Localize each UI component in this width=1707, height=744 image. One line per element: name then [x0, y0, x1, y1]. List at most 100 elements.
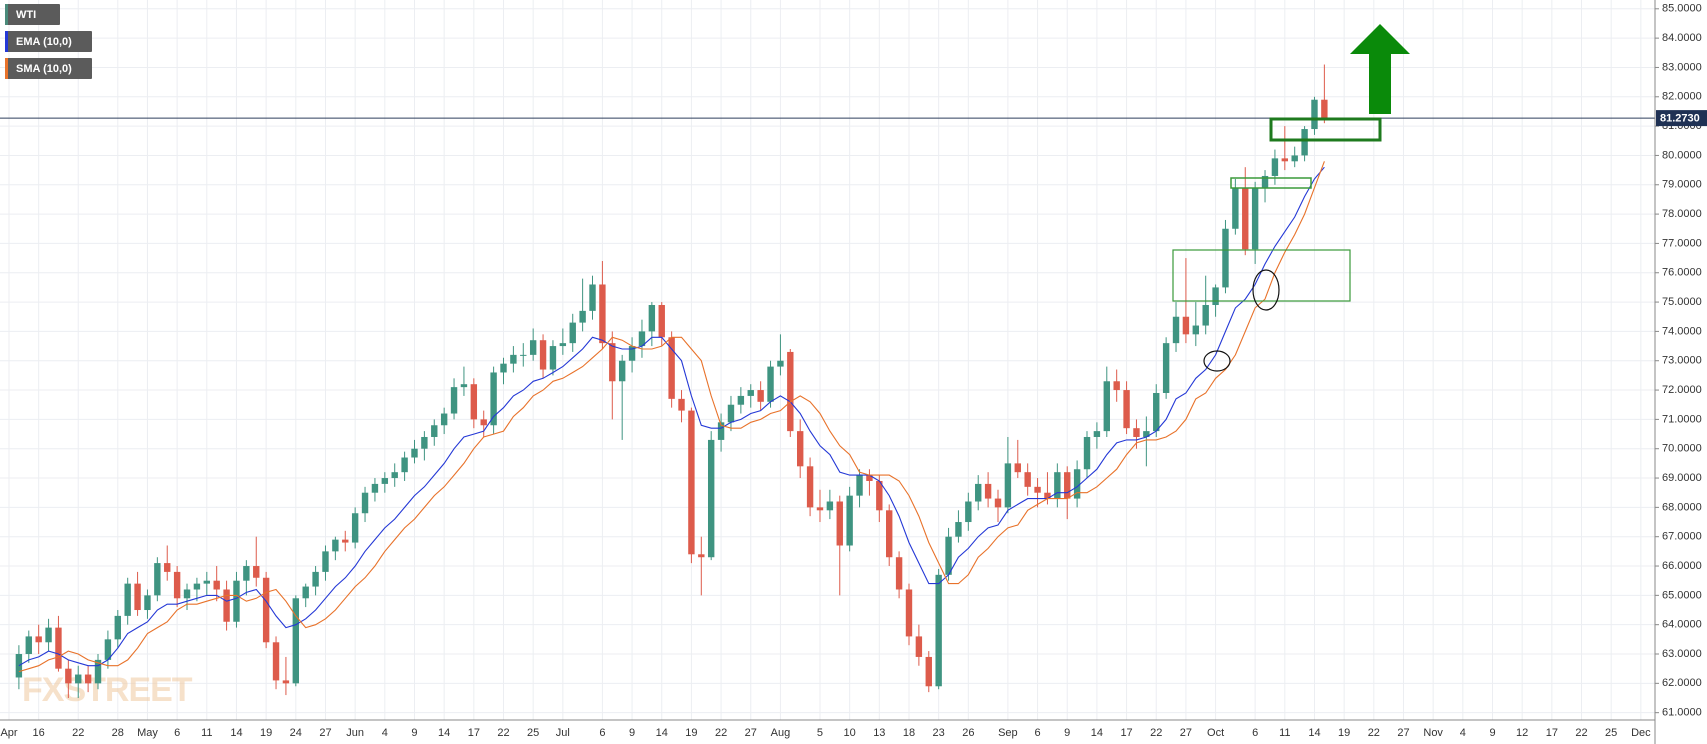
- x-tick-label: 27: [319, 727, 331, 739]
- candle-body: [1123, 390, 1130, 429]
- x-tick-label: 9: [629, 727, 635, 739]
- y-tick-label: 77.0000: [1662, 237, 1702, 249]
- candle-body: [826, 501, 834, 511]
- candle-body: [1113, 381, 1120, 391]
- candle-body: [856, 475, 863, 496]
- legend-box: [5, 31, 92, 52]
- candle-body: [698, 554, 705, 558]
- candle-body: [391, 472, 398, 479]
- y-tick-label: 83.0000: [1662, 61, 1702, 73]
- highlight-box: [1172, 249, 1351, 302]
- x-tick-label: Sep: [998, 727, 1018, 739]
- x-tick-label: 22: [1150, 727, 1162, 739]
- x-tick-label: 22: [1575, 727, 1587, 739]
- candle-body: [866, 475, 873, 481]
- candle-body: [1192, 325, 1199, 335]
- x-tick-label: 4: [1460, 727, 1466, 739]
- x-tick-label: 14: [656, 727, 668, 739]
- candle-body: [193, 583, 201, 590]
- candle-body: [421, 436, 428, 449]
- candle-body: [401, 457, 408, 473]
- highlight-box: [1269, 117, 1382, 142]
- highlight-ellipse: [1203, 350, 1231, 372]
- candle-body: [292, 598, 300, 684]
- candle-body: [361, 492, 369, 514]
- candle-body: [1311, 99, 1318, 130]
- candle-body: [1271, 158, 1279, 176]
- x-tick-label: 22: [497, 727, 509, 739]
- candle-body: [609, 343, 616, 382]
- x-tick-label: 6: [599, 727, 605, 739]
- candle-body: [45, 627, 52, 643]
- candle-body: [915, 636, 923, 657]
- candle-body: [1242, 187, 1249, 250]
- x-tick-label: 19: [1338, 727, 1350, 739]
- highlight-ellipse: [1252, 269, 1280, 311]
- candle-body: [549, 346, 557, 370]
- candle-body: [579, 310, 586, 323]
- candle-body: [440, 413, 448, 426]
- candle-body: [351, 513, 359, 543]
- candle-body: [490, 372, 497, 426]
- legend-label: WTI: [16, 9, 36, 21]
- candle-body: [282, 680, 290, 684]
- candle-body: [65, 668, 72, 684]
- candle-body: [1162, 343, 1170, 393]
- x-tick-label: Jun: [346, 727, 364, 739]
- candle-body: [213, 580, 220, 590]
- candle-body: [134, 583, 141, 611]
- annotations: [1172, 24, 1410, 372]
- x-tick-label: 23: [933, 727, 945, 739]
- candle-body: [183, 589, 191, 599]
- candle-body: [1222, 228, 1229, 288]
- candle-body: [965, 501, 972, 523]
- y-tick-label: 79.0000: [1662, 179, 1702, 191]
- candle-body: [797, 431, 804, 467]
- candle-body: [777, 360, 784, 367]
- y-tick-label: 76.0000: [1662, 267, 1702, 279]
- y-tick-label: 68.0000: [1662, 501, 1702, 513]
- candle-body: [984, 483, 992, 499]
- x-tick-label: 24: [290, 727, 302, 739]
- x-tick-label: 14: [1091, 727, 1103, 739]
- candle-body: [322, 551, 329, 572]
- legend-box: [5, 4, 60, 25]
- y-tick-label: 65.0000: [1662, 589, 1702, 601]
- plot: [0, 64, 1655, 699]
- candle-body: [618, 360, 626, 382]
- candle-body: [1044, 492, 1051, 499]
- candle-body: [707, 439, 715, 558]
- x-tick-label: Apr: [0, 727, 17, 739]
- candle-body: [628, 346, 636, 361]
- x-tick-label: 6: [1034, 727, 1040, 739]
- candle-body: [678, 398, 685, 411]
- candle-body: [688, 410, 695, 555]
- candle-body: [342, 539, 349, 543]
- candle-body: [559, 343, 567, 347]
- candle-body: [1232, 187, 1239, 229]
- x-tick-label: Dec: [1631, 727, 1651, 739]
- y-tick-label: 74.0000: [1662, 325, 1702, 337]
- candle-body: [648, 305, 656, 332]
- candle-body: [223, 589, 230, 622]
- candle-body: [529, 340, 537, 355]
- candle-body: [1172, 316, 1180, 344]
- candle-body: [470, 384, 478, 420]
- candle-body: [154, 563, 161, 596]
- x-tick-label: 27: [1397, 727, 1409, 739]
- candle-body: [638, 331, 646, 347]
- x-tick-label: 5: [817, 727, 823, 739]
- legend: WTI EMA (10,0) SMA (10,0): [5, 4, 92, 79]
- candle-body: [1073, 469, 1081, 499]
- x-tick-label: Nov: [1423, 727, 1443, 739]
- legend-swatch: [5, 31, 8, 52]
- candle-body: [520, 354, 527, 356]
- x-tick-label: 9: [411, 727, 417, 739]
- x-tick-label: 14: [1308, 727, 1320, 739]
- x-tick-label: 9: [1064, 727, 1070, 739]
- candle-body: [1143, 431, 1150, 437]
- y-tick-label: 84.0000: [1662, 32, 1702, 44]
- y-tick-label: 71.0000: [1662, 413, 1702, 425]
- x-tick-label: 16: [33, 727, 45, 739]
- legend-swatch: [5, 58, 8, 79]
